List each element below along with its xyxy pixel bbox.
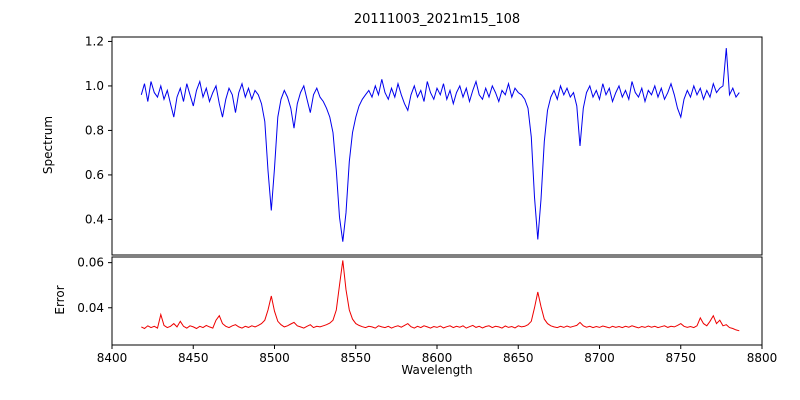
- x-tick-label: 8750: [665, 351, 696, 365]
- x-tick-label: 8450: [178, 351, 209, 365]
- error-line: [141, 260, 740, 332]
- x-tick-label: 8800: [747, 351, 778, 365]
- x-tick-label: 8400: [97, 351, 128, 365]
- spectrum-axes-box: [111, 36, 763, 256]
- error-axes-box: [111, 256, 763, 346]
- y-tick-label: 0.4: [85, 212, 104, 226]
- chart-title: 20111003_2021m15_108: [353, 12, 521, 27]
- y-tick-label: 0.8: [85, 123, 104, 137]
- x-tick-label: 8600: [422, 351, 453, 365]
- y-tick-label: 1.0: [85, 79, 104, 93]
- y-tick-label: 1.2: [85, 34, 104, 48]
- y-tick-label: 0.6: [85, 168, 104, 182]
- spectrum-line: [140, 48, 740, 242]
- x-tick-label: 8650: [503, 351, 534, 365]
- x-axis-label: Wavelength: [401, 363, 473, 377]
- y-tick-label: 0.06: [77, 256, 104, 270]
- x-tick-label: 8700: [584, 351, 615, 365]
- x-tick-label: 8550: [340, 351, 371, 365]
- x-tick-label: 8500: [259, 351, 290, 365]
- y-tick-label: 0.04: [77, 301, 104, 315]
